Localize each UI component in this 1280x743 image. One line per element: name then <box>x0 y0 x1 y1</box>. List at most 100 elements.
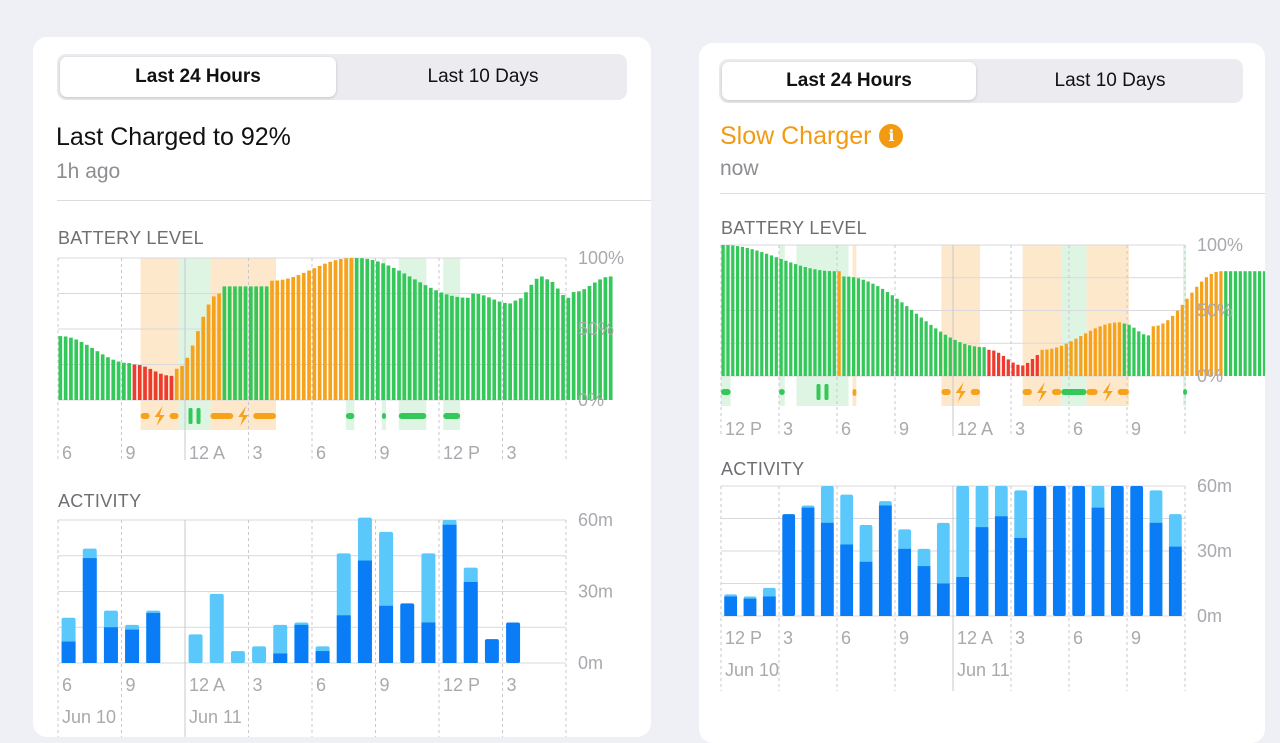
battery-level-bar <box>465 297 470 400</box>
battery-level-bar <box>847 276 851 376</box>
battery-x-tick-label: 9 <box>1131 419 1141 439</box>
activity-date-label: Jun 11 <box>189 707 242 727</box>
activity-x-tick-label: 9 <box>380 675 390 695</box>
segment-last-24-hours[interactable]: Last 24 Hours <box>722 62 976 100</box>
slow-charger-text: Slow Charger <box>720 122 872 150</box>
battery-level-bar <box>296 275 301 400</box>
activity-bar-screen-on <box>1072 486 1086 616</box>
battery-level-bar <box>1171 315 1175 376</box>
battery-level-bar <box>354 258 359 400</box>
battery-level-bar <box>895 298 899 376</box>
battery-level-bar <box>1108 323 1112 376</box>
charging-indicator <box>1051 389 1062 395</box>
battery-level-bar <box>1209 273 1213 376</box>
activity-bar-screen-on <box>1052 486 1066 616</box>
battery-level-bar <box>813 269 817 376</box>
activity-bar-screen-on <box>336 615 351 663</box>
battery-level-bar <box>798 265 803 376</box>
battery-level-bar <box>1035 355 1039 376</box>
battery-x-tick-label: 6 <box>62 443 72 463</box>
battery-level-bar <box>789 262 793 376</box>
activity-bar-screen-on <box>146 612 161 663</box>
battery-level-bar <box>84 344 89 400</box>
activity-x-tick-label: 12 A <box>957 628 993 648</box>
battery-level-bar <box>731 245 735 376</box>
battery-level-bar <box>1074 338 1078 376</box>
connected-period-band <box>178 258 211 430</box>
activity-x-tick-label: 3 <box>507 675 517 695</box>
activity-x-tick-label: 6 <box>316 675 326 695</box>
battery-level-bar <box>1214 271 1218 376</box>
battery-level-bar <box>1045 349 1049 376</box>
status-subtitle: 1h ago <box>56 160 121 183</box>
plugged-in-icon <box>816 384 821 400</box>
battery-x-tick-label: 9 <box>899 419 909 439</box>
activity-bar-screen-on <box>125 629 140 663</box>
battery-level-bar <box>307 270 311 400</box>
battery-level-bar <box>428 287 433 400</box>
battery-level-bar <box>540 276 544 400</box>
segment-last-24-hours[interactable]: Last 24 Hours <box>60 57 336 97</box>
battery-level-bar <box>238 286 243 400</box>
activity-y-tick-label: 0m <box>1197 606 1222 626</box>
battery-level-bar <box>291 276 296 400</box>
battery-level-bar <box>264 286 269 400</box>
battery-level-bar <box>876 286 880 376</box>
status-title: Last Charged to 92% <box>56 123 291 151</box>
connected-period-band <box>1061 245 1087 406</box>
connected-indicator <box>1061 389 1087 395</box>
battery-level-bar <box>779 258 783 376</box>
battery-level-bar <box>460 297 465 400</box>
battery-x-tick-label: 6 <box>316 443 326 463</box>
battery-level-bar <box>774 257 778 376</box>
battery-level-bar <box>1055 347 1059 376</box>
segment-last-10-days[interactable]: Last 10 Days <box>1054 70 1166 91</box>
battery-level-bar <box>721 245 725 376</box>
battery-level-bar <box>587 286 592 400</box>
charging-indicator <box>210 413 234 419</box>
info-icon[interactable]: i <box>879 123 904 148</box>
plugged-in-icon <box>824 384 829 400</box>
battery-level-bar <box>111 359 116 400</box>
charging-bolt-icon <box>1102 382 1113 402</box>
activity-x-tick-label: 12 P <box>443 675 480 695</box>
activity-bar-screen-on <box>878 505 892 616</box>
activity-bar-screen-on <box>379 605 394 663</box>
battery-level-bar <box>275 280 280 400</box>
battery-card-left: Last 24 Hours Last 10 Days Last Charged … <box>33 37 651 737</box>
battery-level-bar <box>1103 324 1107 376</box>
battery-level-bar <box>948 337 952 376</box>
activity-bar-screen-off <box>252 646 267 663</box>
activity-bar-screen-off <box>188 634 203 663</box>
battery-level-bar <box>196 331 200 400</box>
battery-level-bar <box>1190 292 1194 376</box>
charging-indicator <box>941 389 951 395</box>
battery-level-bar <box>1238 271 1242 376</box>
activity-bar-screen-on <box>421 622 436 663</box>
segment-last-10-days[interactable]: Last 10 Days <box>427 66 539 87</box>
battery-level-bar <box>164 375 169 400</box>
activity-bar-screen-on <box>956 577 970 616</box>
battery-level-bar <box>861 279 865 376</box>
battery-level-bar <box>222 286 227 400</box>
battery-level-bar <box>1151 326 1155 376</box>
battery-level-bar <box>529 284 534 400</box>
battery-level-bar <box>545 279 550 400</box>
charging-bolt-icon <box>1036 382 1047 402</box>
battery-level-bar <box>1001 355 1006 376</box>
battery-level-bar <box>1253 271 1257 376</box>
activity-bar-screen-on <box>1130 486 1144 616</box>
battery-level-bar <box>137 365 142 400</box>
battery-level-bar <box>1233 271 1238 376</box>
activity-bar-screen-on <box>400 603 415 663</box>
battery-x-tick-label: 12 A <box>957 419 993 439</box>
activity-label: ACTIVITY <box>58 491 142 511</box>
battery-level-bar <box>1021 365 1025 376</box>
battery-level-bar <box>997 352 1001 376</box>
connected-indicator <box>779 389 785 395</box>
battery-level-bar <box>476 293 481 400</box>
battery-level-bar <box>1026 362 1030 376</box>
battery-level-bar <box>987 349 991 376</box>
battery-level-bar <box>765 253 769 376</box>
battery-level-bar <box>1142 334 1146 376</box>
